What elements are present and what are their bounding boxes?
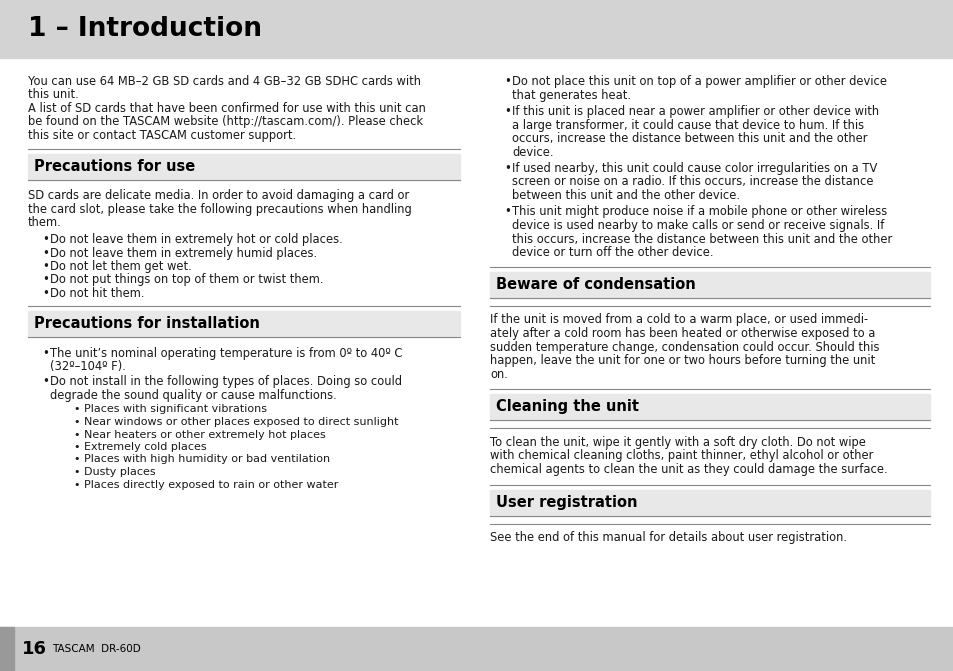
Text: • Places with high humidity or bad ventilation: • Places with high humidity or bad venti… <box>74 454 330 464</box>
Text: Cleaning the unit: Cleaning the unit <box>496 399 639 415</box>
Text: Do not install in the following types of places. Doing so could: Do not install in the following types of… <box>50 376 401 389</box>
Text: •: • <box>42 376 49 389</box>
Bar <box>28 311 459 336</box>
Text: • Near windows or other places exposed to direct sunlight: • Near windows or other places exposed t… <box>74 417 398 427</box>
Text: •: • <box>503 105 511 118</box>
Text: • Places with significant vibrations: • Places with significant vibrations <box>74 405 267 415</box>
Text: •: • <box>503 75 511 88</box>
Text: device or turn off the other device.: device or turn off the other device. <box>512 246 713 259</box>
Text: • Near heaters or other extremely hot places: • Near heaters or other extremely hot pl… <box>74 429 325 440</box>
Text: •: • <box>503 205 511 219</box>
Text: this site or contact TASCAM customer support.: this site or contact TASCAM customer sup… <box>28 129 295 142</box>
Text: User registration: User registration <box>496 495 637 510</box>
Text: chemical agents to clean the unit as they could damage the surface.: chemical agents to clean the unit as the… <box>490 463 886 476</box>
Text: 16: 16 <box>22 640 47 658</box>
Text: Do not leave them in extremely humid places.: Do not leave them in extremely humid pla… <box>50 246 316 260</box>
Text: If used nearby, this unit could cause color irregularities on a TV: If used nearby, this unit could cause co… <box>512 162 877 175</box>
Bar <box>490 272 929 297</box>
Text: device.: device. <box>512 146 553 158</box>
Text: •: • <box>42 346 49 360</box>
Text: them.: them. <box>28 217 62 229</box>
Text: a large transformer, it could cause that device to hum. If this: a large transformer, it could cause that… <box>512 119 863 132</box>
Text: TASCAM  DR-60D: TASCAM DR-60D <box>52 644 141 654</box>
Text: •: • <box>42 287 49 300</box>
Text: screen or noise on a radio. If this occurs, increase the distance: screen or noise on a radio. If this occu… <box>512 176 873 189</box>
Bar <box>0 0 953 58</box>
Text: on.: on. <box>490 368 507 380</box>
Text: • Extremely cold places: • Extremely cold places <box>74 442 207 452</box>
Text: 1 – Introduction: 1 – Introduction <box>28 16 262 42</box>
Text: See the end of this manual for details about user registration.: See the end of this manual for details a… <box>490 531 846 544</box>
Text: •: • <box>42 274 49 287</box>
Text: ately after a cold room has been heated or otherwise exposed to a: ately after a cold room has been heated … <box>490 327 875 340</box>
Text: Do not leave them in extremely hot or cold places.: Do not leave them in extremely hot or co… <box>50 233 342 246</box>
Text: that generates heat.: that generates heat. <box>512 89 630 101</box>
Text: A list of SD cards that have been confirmed for use with this unit can: A list of SD cards that have been confir… <box>28 102 425 115</box>
Text: The unit’s nominal operating temperature is from 0º to 40º C: The unit’s nominal operating temperature… <box>50 346 402 360</box>
Text: (32º–104º F).: (32º–104º F). <box>50 360 126 373</box>
Text: Precautions for installation: Precautions for installation <box>34 316 259 331</box>
Text: happen, leave the unit for one or two hours before turning the unit: happen, leave the unit for one or two ho… <box>490 354 874 367</box>
Text: Do not hit them.: Do not hit them. <box>50 287 144 300</box>
Text: Beware of condensation: Beware of condensation <box>496 277 695 292</box>
Bar <box>28 154 459 180</box>
Text: degrade the sound quality or cause malfunctions.: degrade the sound quality or cause malfu… <box>50 389 336 402</box>
Text: this unit.: this unit. <box>28 89 79 101</box>
Text: To clean the unit, wipe it gently with a soft dry cloth. Do not wipe: To clean the unit, wipe it gently with a… <box>490 436 865 449</box>
Text: Do not put things on top of them or twist them.: Do not put things on top of them or twis… <box>50 274 323 287</box>
Text: • Places directly exposed to rain or other water: • Places directly exposed to rain or oth… <box>74 480 338 490</box>
Text: sudden temperature change, condensation could occur. Should this: sudden temperature change, condensation … <box>490 340 879 354</box>
Text: with chemical cleaning cloths, paint thinner, ethyl alcohol or other: with chemical cleaning cloths, paint thi… <box>490 450 872 462</box>
Text: Do not let them get wet.: Do not let them get wet. <box>50 260 192 273</box>
Bar <box>0 627 953 671</box>
Text: If the unit is moved from a cold to a warm place, or used immedi-: If the unit is moved from a cold to a wa… <box>490 313 867 327</box>
Text: If this unit is placed near a power amplifier or other device with: If this unit is placed near a power ampl… <box>512 105 879 118</box>
Text: Precautions for use: Precautions for use <box>34 159 195 174</box>
Text: You can use 64 MB–2 GB SD cards and 4 GB–32 GB SDHC cards with: You can use 64 MB–2 GB SD cards and 4 GB… <box>28 75 420 88</box>
Text: SD cards are delicate media. In order to avoid damaging a card or: SD cards are delicate media. In order to… <box>28 189 409 203</box>
Bar <box>490 490 929 515</box>
Text: occurs, increase the distance between this unit and the other: occurs, increase the distance between th… <box>512 132 866 145</box>
Text: the card slot, please take the following precautions when handling: the card slot, please take the following… <box>28 203 412 216</box>
Text: this occurs, increase the distance between this unit and the other: this occurs, increase the distance betwe… <box>512 232 891 246</box>
Text: be found on the TASCAM website (http://tascam.com/). Please check: be found on the TASCAM website (http://t… <box>28 115 423 129</box>
Text: Do not place this unit on top of a power amplifier or other device: Do not place this unit on top of a power… <box>512 75 886 88</box>
Text: between this unit and the other device.: between this unit and the other device. <box>512 189 740 202</box>
Text: •: • <box>42 260 49 273</box>
Bar <box>0 627 14 671</box>
Text: device is used nearby to make calls or send or receive signals. If: device is used nearby to make calls or s… <box>512 219 883 232</box>
Text: •: • <box>503 162 511 175</box>
Text: This unit might produce noise if a mobile phone or other wireless: This unit might produce noise if a mobil… <box>512 205 886 219</box>
Text: • Dusty places: • Dusty places <box>74 467 155 477</box>
Text: •: • <box>42 246 49 260</box>
Text: •: • <box>42 233 49 246</box>
Bar <box>490 394 929 420</box>
